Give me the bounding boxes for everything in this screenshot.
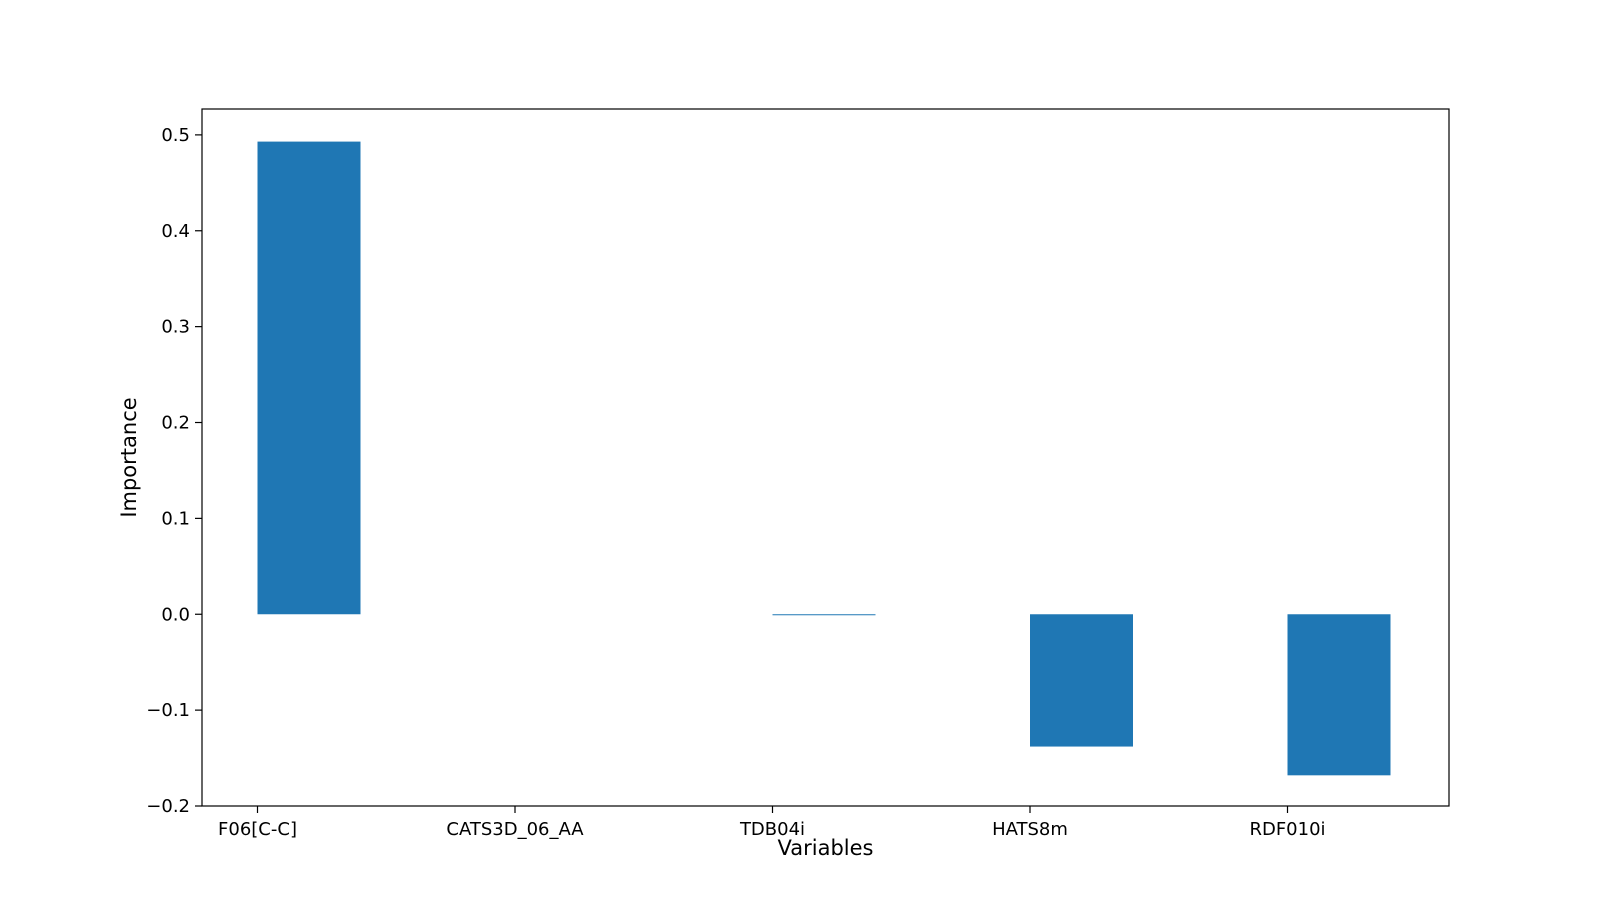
bar-f06-c-c bbox=[257, 141, 361, 615]
y-tick-label: 0.3 bbox=[161, 317, 190, 338]
bar-tdb04i bbox=[772, 614, 876, 616]
bar-rdf010i bbox=[1287, 614, 1391, 776]
x-axis-label: Variables bbox=[778, 836, 874, 860]
y-tick-label: 0.5 bbox=[161, 125, 190, 146]
y-axis-label: Importance bbox=[117, 397, 141, 517]
y-tick-label: 0.4 bbox=[161, 221, 190, 242]
x-tick-label: TDB04i bbox=[739, 819, 805, 840]
y-tick-label: 0.0 bbox=[161, 604, 190, 625]
bars-group bbox=[257, 141, 1391, 776]
x-tick-label: F06[C-C] bbox=[218, 819, 297, 840]
bar-hats8m bbox=[1030, 614, 1133, 747]
x-tick-label: CATS3D_06_AA bbox=[446, 819, 584, 840]
y-tick-label: 0.1 bbox=[161, 508, 190, 529]
x-tick-label: RDF010i bbox=[1249, 819, 1325, 840]
y-tick-label: −0.1 bbox=[146, 700, 190, 721]
y-axis: −0.2 −0.1 0.0 0.1 0.2 0.3 0.4 0.5 bbox=[146, 125, 202, 817]
y-tick-label: 0.2 bbox=[161, 413, 190, 434]
x-axis: F06[C-C] CATS3D_06_AA TDB04i HATS8m RDF010i bbox=[218, 806, 1326, 840]
plot-frame bbox=[201, 108, 1450, 807]
y-tick-label: −0.2 bbox=[146, 796, 190, 817]
x-tick-label: HATS8m bbox=[992, 819, 1068, 840]
